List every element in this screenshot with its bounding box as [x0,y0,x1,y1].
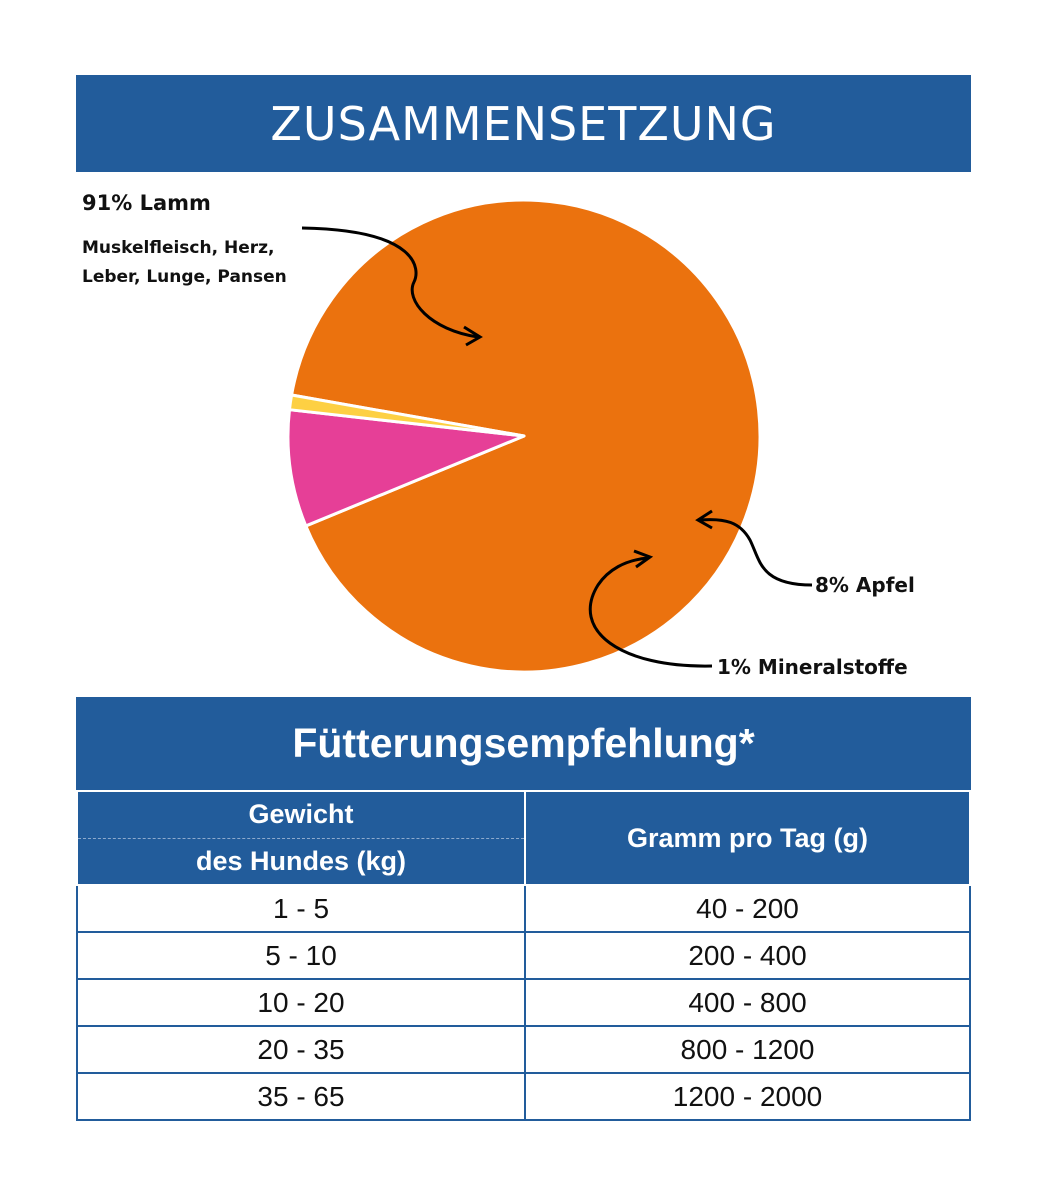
table-row: 35 - 65 1200 - 2000 [76,1072,971,1121]
grams-cell: 40 - 200 [524,884,971,933]
table-row: 5 - 10 200 - 400 [76,931,971,980]
pie-slice-mineralstoffe [287,393,526,438]
weight-cell: 5 - 10 [76,931,526,980]
weight-cell: 35 - 65 [76,1072,526,1121]
slice-label-apfel: 8% Apfel [815,573,915,597]
table-row: 10 - 20 400 - 800 [76,978,971,1027]
header-weight-line1: Gewicht [78,792,524,839]
feeding-table: Gewicht des Hundes (kg) Gramm pro Tag (g… [76,790,971,1121]
grams-cell: 1200 - 2000 [524,1072,971,1121]
feeding-recommendation-table: Fütterungsempfehlung* Gewicht des Hundes… [76,697,971,1121]
weight-cell: 1 - 5 [76,884,526,933]
arrow-mineral [588,556,713,668]
arrow-apfel [699,518,813,587]
arrow-apfel-head [695,509,713,530]
table-row: 1 - 5 40 - 200 [76,884,971,933]
header-weight: Gewicht des Hundes (kg) [76,790,526,886]
grams-cell: 800 - 1200 [524,1025,971,1074]
composition-pie-chart [286,198,813,674]
weight-cell: 20 - 35 [76,1025,526,1074]
table-header-row: Gewicht des Hundes (kg) Gramm pro Tag (g… [76,790,971,886]
composition-banner: ZUSAMMENSETZUNG [76,75,971,172]
feeding-title: Fütterungsempfehlung* [76,697,971,790]
slice-description-lamm: Muskelfleisch, Herz, Leber, Lunge, Panse… [82,238,287,287]
weight-cell: 10 - 20 [76,978,526,1027]
grams-cell: 400 - 800 [524,978,971,1027]
arrow-mineral-head [633,549,654,569]
slice-label-lamm: 91% Lamm [82,191,211,215]
table-row: 20 - 35 800 - 1200 [76,1025,971,1074]
pie-slice-apfel [286,408,526,528]
arrow-lamm [301,226,479,339]
slice-label-mineralstoffe: 1% Mineralstoffe [717,655,908,679]
header-grams: Gramm pro Tag (g) [524,790,971,886]
arrow-lamm-head [463,325,483,347]
header-weight-line2: des Hundes (kg) [195,845,407,876]
grams-cell: 200 - 400 [524,931,971,980]
